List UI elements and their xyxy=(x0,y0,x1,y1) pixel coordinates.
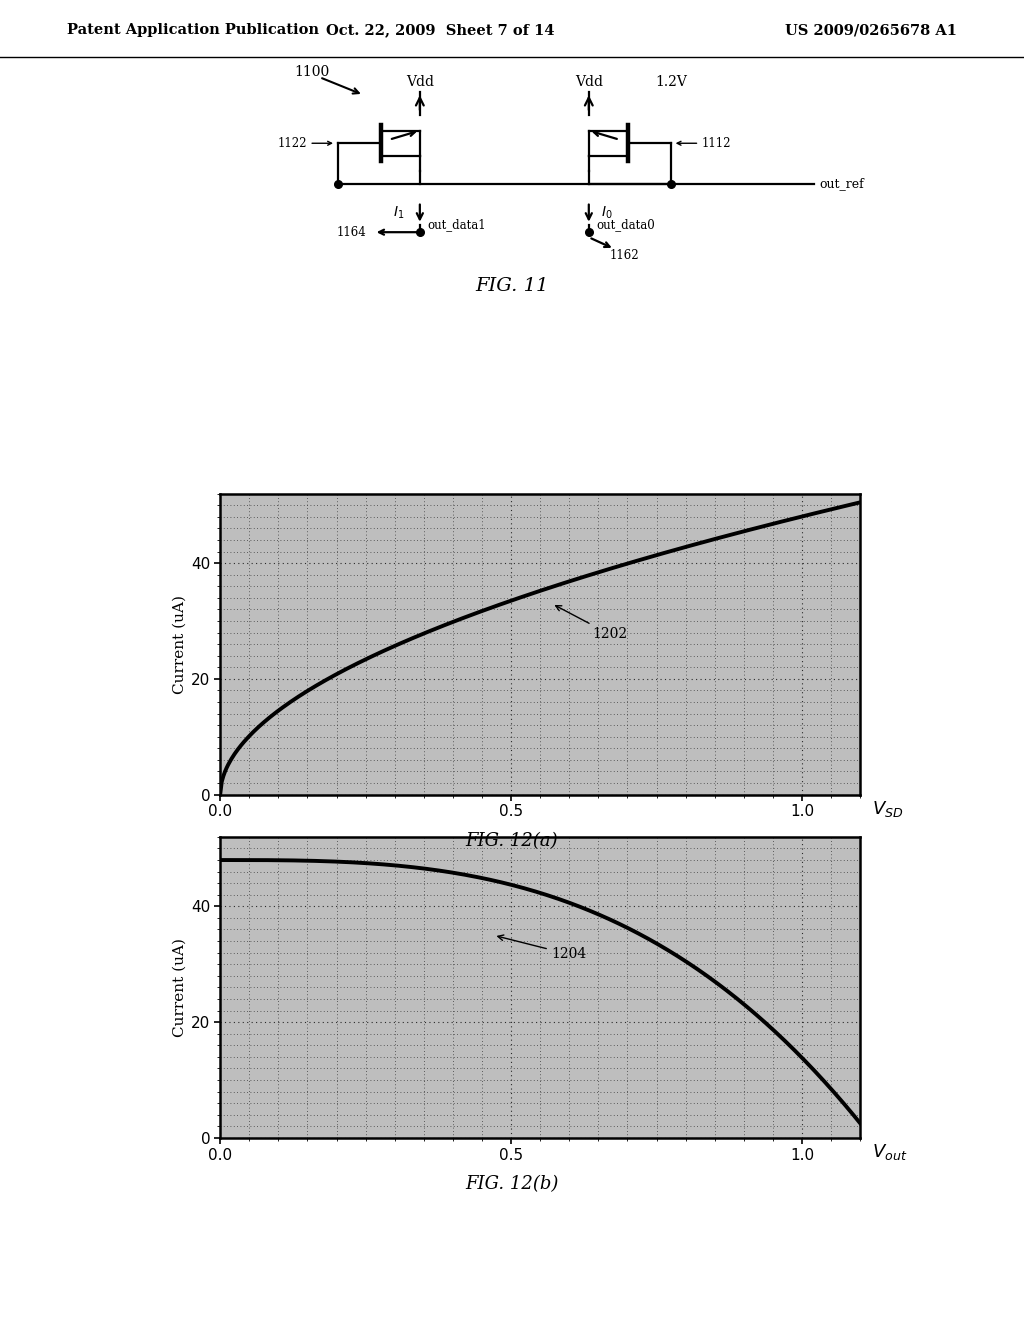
Text: $I_0$: $I_0$ xyxy=(601,205,612,222)
Text: out_data0: out_data0 xyxy=(596,218,654,231)
Text: 1112: 1112 xyxy=(701,137,731,149)
Text: out_data1: out_data1 xyxy=(427,218,485,231)
Text: 1162: 1162 xyxy=(609,248,639,261)
Text: out_ref: out_ref xyxy=(819,177,864,190)
Text: Patent Application Publication: Patent Application Publication xyxy=(67,24,318,37)
Y-axis label: Current (uA): Current (uA) xyxy=(173,594,187,694)
Text: FIG. 11: FIG. 11 xyxy=(475,277,549,294)
Text: 1122: 1122 xyxy=(278,137,307,149)
Text: US 2009/0265678 A1: US 2009/0265678 A1 xyxy=(785,24,957,37)
Text: $V_{SD}$: $V_{SD}$ xyxy=(872,799,904,818)
Text: 1204: 1204 xyxy=(498,935,587,961)
Text: 1202: 1202 xyxy=(556,606,628,642)
Text: Oct. 22, 2009  Sheet 7 of 14: Oct. 22, 2009 Sheet 7 of 14 xyxy=(326,24,555,37)
Text: $I_1$: $I_1$ xyxy=(393,205,404,222)
Text: $V_{out}$: $V_{out}$ xyxy=(872,1142,908,1162)
Text: 1100: 1100 xyxy=(295,65,330,79)
Text: FIG. 12(a): FIG. 12(a) xyxy=(466,832,558,850)
Text: 1164: 1164 xyxy=(337,226,367,239)
Y-axis label: Current (uA): Current (uA) xyxy=(173,937,187,1038)
Text: Vdd: Vdd xyxy=(574,75,603,90)
Text: 1.2V: 1.2V xyxy=(655,75,687,90)
Text: Vdd: Vdd xyxy=(406,75,434,90)
Text: FIG. 12(b): FIG. 12(b) xyxy=(465,1175,559,1193)
